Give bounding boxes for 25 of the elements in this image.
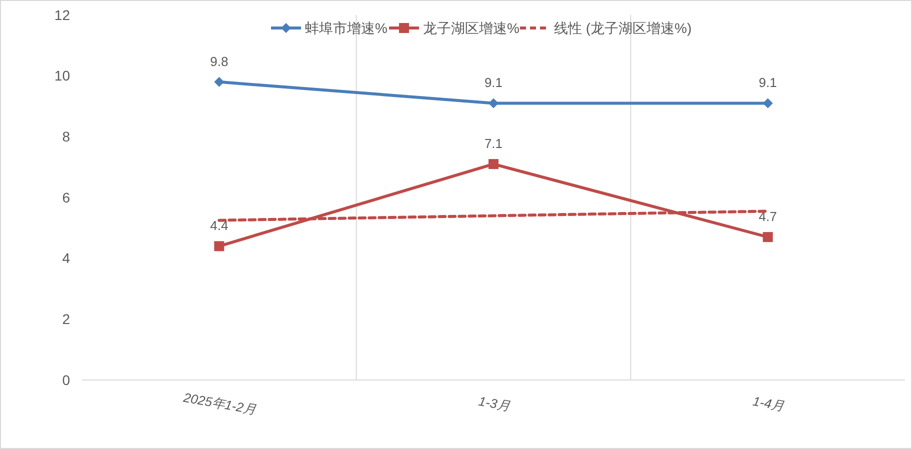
y-tick-label: 2 (62, 311, 70, 328)
legend-label: 线性 (龙子湖区增速%) (554, 20, 692, 36)
point (762, 232, 773, 242)
point (214, 76, 224, 87)
data-label: 9.1 (758, 75, 777, 90)
data-label: 9.8 (210, 54, 228, 69)
data-label: 4.7 (758, 209, 777, 224)
y-tick-label: 12 (54, 6, 70, 23)
data-label: 4.4 (210, 218, 228, 234)
data-label: 7.1 (484, 136, 503, 152)
y-tick-label: 6 (62, 189, 70, 206)
point (488, 98, 498, 108)
point (214, 241, 224, 252)
legend-label: 龙子湖区增速% (423, 20, 520, 36)
y-tick-label: 8 (62, 128, 70, 145)
x-tick-label: 2025年1-2月 (181, 390, 258, 418)
data-label: 9.1 (484, 75, 503, 90)
point (762, 98, 773, 108)
y-tick-label: 0 (62, 372, 70, 388)
x-tick-label: 1-3月 (477, 393, 512, 414)
legend-label: 蚌埠市增速% (305, 20, 388, 36)
x-tick-label: 1-4月 (752, 393, 786, 414)
point (488, 159, 498, 170)
y-tick-label: 4 (62, 250, 70, 266)
y-tick-label: 10 (54, 68, 70, 84)
